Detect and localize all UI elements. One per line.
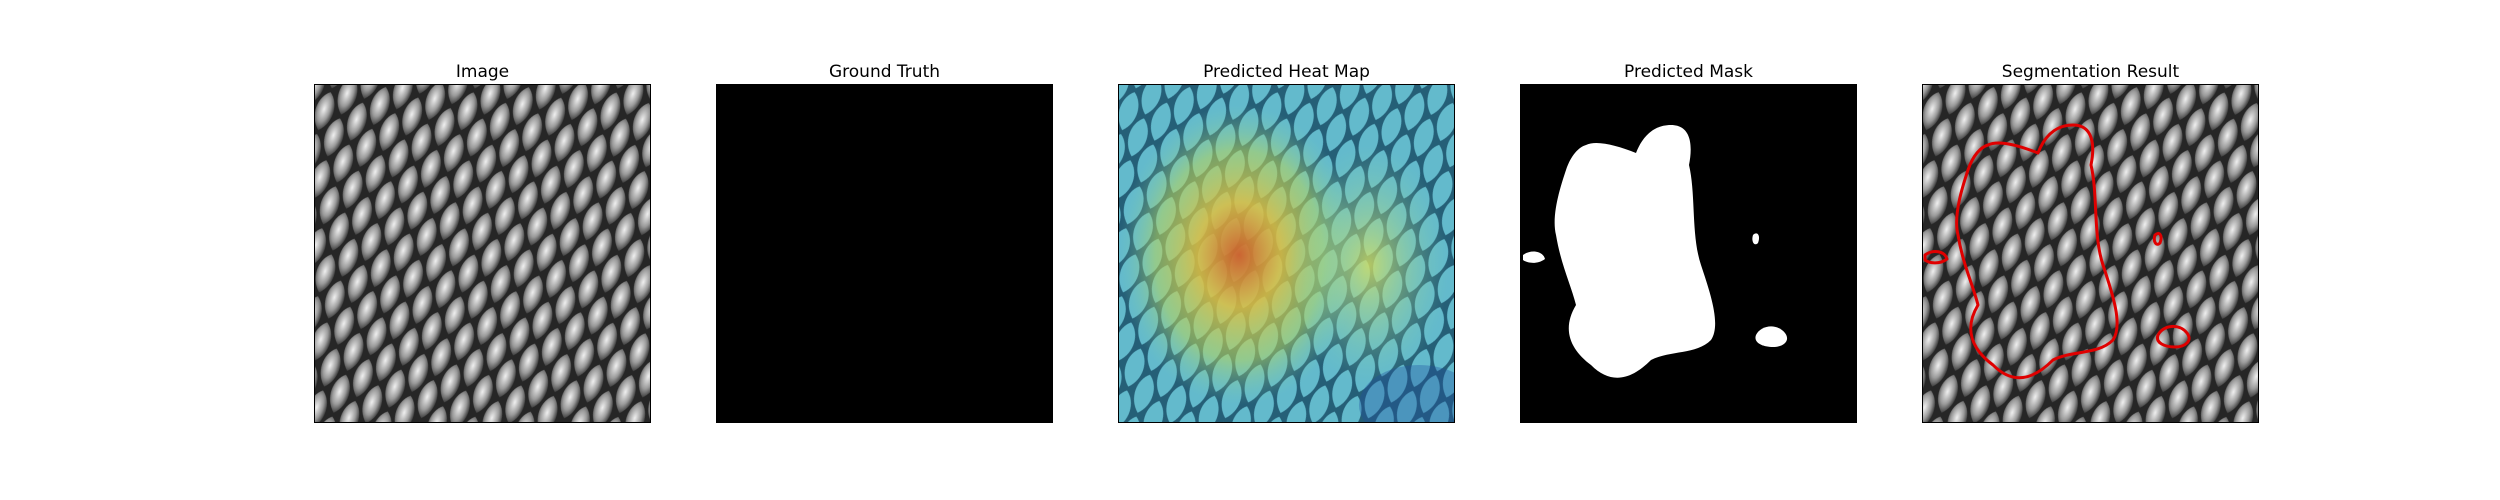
contour-main bbox=[1955, 123, 2119, 380]
panel-heat-map: Predicted Heat Map bbox=[1118, 60, 1455, 423]
segmentation-overlay bbox=[1923, 85, 2258, 422]
heat-map-overlay bbox=[1119, 85, 1454, 422]
predicted-mask-frame bbox=[1520, 84, 1857, 423]
predicted-mask bbox=[1521, 85, 1856, 422]
panel-title-image: Image bbox=[455, 62, 510, 82]
ground-truth-mask bbox=[717, 85, 1052, 422]
panel-ground-truth: Ground Truth bbox=[716, 60, 1053, 423]
panel-title-ground-truth: Ground Truth bbox=[828, 62, 941, 82]
panel-image: Image bbox=[314, 60, 651, 423]
mask-small-blob bbox=[1752, 233, 1760, 245]
heat-map-frame bbox=[1118, 84, 1455, 423]
image-frame bbox=[314, 84, 651, 423]
segmentation-result-frame bbox=[1922, 84, 2259, 423]
panel-title-segmentation-result: Segmentation Result bbox=[2001, 62, 2180, 82]
mask-left-blob bbox=[1523, 251, 1545, 263]
panel-title-predicted-mask: Predicted Mask bbox=[1624, 62, 1753, 82]
panel-segmentation-result: Segmentation Result bbox=[1922, 60, 2259, 423]
texture-image bbox=[315, 85, 650, 422]
panel-title-heat-map: Predicted Heat Map bbox=[1203, 62, 1370, 82]
panel-predicted-mask: Predicted Mask bbox=[1520, 60, 1857, 423]
mask-main-blob bbox=[1554, 125, 1716, 378]
contour-small bbox=[2152, 231, 2163, 246]
mask-right-blob bbox=[1755, 326, 1788, 347]
ground-truth-frame bbox=[716, 84, 1053, 423]
contour-left bbox=[1923, 250, 1949, 265]
contour-right bbox=[2155, 325, 2191, 349]
